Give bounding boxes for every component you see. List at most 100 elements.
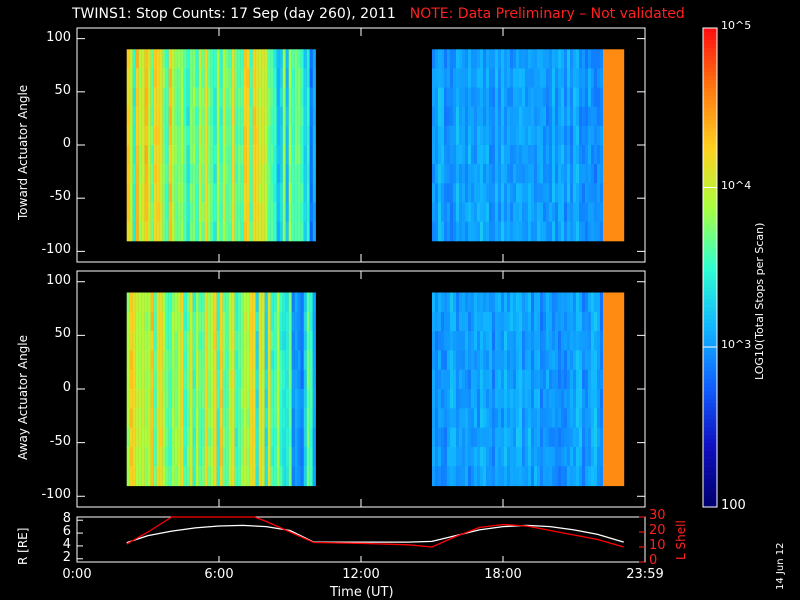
heatmap-cell [561, 164, 565, 184]
heatmap-cell [168, 68, 172, 89]
heatmap-cell [573, 87, 577, 108]
heatmap-cell [615, 125, 619, 146]
heatmap-cell [159, 292, 163, 313]
heatmap-cell [168, 292, 172, 313]
heatmap-cell [153, 311, 157, 332]
heatmap-cell [264, 164, 268, 184]
heatmap-cell [144, 49, 148, 69]
heatmap-cell [531, 145, 535, 165]
heatmap-cell [540, 331, 544, 351]
heatmap-cell [492, 145, 496, 165]
heatmap-cell [555, 49, 559, 69]
heatmap-cell [525, 408, 529, 429]
heatmap-cell [195, 202, 199, 223]
heatmap-cell [276, 125, 280, 146]
heatmap-cell [453, 446, 457, 467]
heatmap-cell [576, 106, 580, 127]
heatmap-cell [261, 183, 265, 203]
heatmap-cell [309, 87, 313, 108]
heatmap-cell [159, 446, 163, 467]
heatmap-cell [456, 292, 460, 313]
heatmap-cell [459, 183, 463, 203]
heatmap-cell [450, 369, 454, 390]
heatmap-cell [216, 466, 220, 487]
colorbar-cell [703, 203, 717, 209]
colorbar-cell [703, 75, 717, 81]
heatmap-cell [189, 311, 193, 332]
heatmap-cell [264, 221, 268, 242]
heatmap-cell [207, 183, 211, 203]
heatmap-cell [474, 331, 478, 351]
heatmap-cell [285, 68, 289, 89]
heatmap-cell [270, 164, 274, 184]
heatmap-cell [498, 49, 502, 69]
heatmap-cell [573, 106, 577, 127]
heatmap-cell [261, 125, 265, 146]
heatmap-cell [204, 87, 208, 108]
heatmap-cell [579, 292, 583, 313]
colorbar-cell [703, 319, 717, 324]
heatmap-cell [126, 311, 130, 332]
heatmap-cell [171, 106, 175, 127]
heatmap-cell [549, 446, 553, 467]
heatmap-cell [300, 164, 304, 184]
colorbar-cell [703, 99, 717, 105]
heatmap-cell [519, 331, 523, 351]
heatmap-cell [204, 369, 208, 390]
heatmap-cell [210, 369, 214, 390]
colorbar-cell [703, 71, 717, 77]
heatmap-cell [447, 292, 451, 313]
heatmap-cell [537, 125, 541, 146]
heatmap-cell [246, 311, 250, 332]
heatmap-cell [288, 145, 292, 165]
heatmap-cell [585, 125, 589, 146]
heatmap-cell [126, 427, 130, 448]
heatmap-cell [597, 106, 601, 127]
heatmap-cell [495, 87, 499, 108]
heatmap-cell [309, 183, 313, 203]
heatmap-cell [486, 106, 490, 127]
heatmap-cell [210, 221, 214, 242]
heatmap-cell [456, 183, 460, 203]
heatmap-cell [495, 369, 499, 390]
heatmap-cell [477, 125, 481, 146]
heatmap-cell [222, 408, 226, 429]
heatmap-cell [432, 466, 436, 487]
heatmap-cell [147, 145, 151, 165]
heatmap-cell [288, 408, 292, 429]
heatmap-cell [309, 202, 313, 223]
heatmap-cell [516, 466, 520, 487]
heatmap-cell [144, 164, 148, 184]
heatmap-cell [138, 331, 142, 351]
heatmap-cell [228, 292, 232, 313]
heatmap-cell [282, 68, 286, 89]
heatmap-cell [597, 446, 601, 467]
heatmap-cell [567, 87, 571, 108]
heatmap-cell [582, 49, 586, 69]
colorbar-cell [703, 491, 717, 496]
heatmap-cell [537, 87, 541, 108]
heatmap-cell [147, 292, 151, 313]
heatmap-cell [603, 221, 607, 242]
heatmap-cell [153, 106, 157, 127]
heatmap-cell [501, 49, 505, 69]
heatmap-cell [243, 389, 247, 409]
heatmap-cell [513, 145, 517, 165]
heatmap-cell [138, 49, 142, 69]
heatmap-cell [456, 446, 460, 467]
heatmap-cell [504, 466, 508, 487]
heatmap-cell [234, 466, 238, 487]
heatmap-cell [600, 183, 604, 203]
heatmap-cell [156, 68, 160, 89]
heatmap-cell [132, 311, 136, 332]
heatmap-cell [186, 292, 190, 313]
heatmap-cell [588, 331, 592, 351]
heatmap-cell [168, 350, 172, 371]
heatmap-cell [309, 350, 313, 371]
heatmap-cell [510, 68, 514, 89]
heatmap-cell [525, 87, 529, 108]
heatmap-cell [525, 49, 529, 69]
heatmap-cell [564, 292, 568, 313]
heatmap-cell [480, 106, 484, 127]
heatmap-cell [498, 331, 502, 351]
